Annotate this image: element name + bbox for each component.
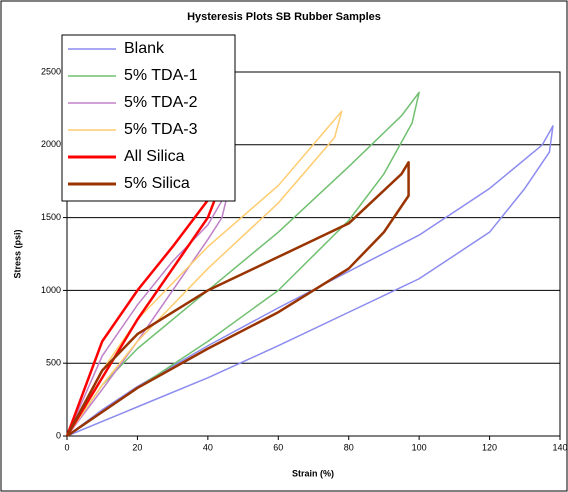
series-line bbox=[65, 161, 410, 438]
plot-frame bbox=[66, 71, 561, 437]
legend-label: 5% TDA-3 bbox=[124, 121, 198, 138]
y-tick-label: 2500 bbox=[41, 66, 61, 76]
x-tick-label: 20 bbox=[132, 442, 142, 452]
x-tick-label: 100 bbox=[412, 442, 427, 452]
y-tick-label: 1000 bbox=[41, 285, 61, 295]
x-tick-label: 60 bbox=[273, 442, 283, 452]
legend-label: 5% Silica bbox=[124, 175, 190, 192]
y-tick-label: 1500 bbox=[41, 212, 61, 222]
series-line bbox=[66, 125, 554, 437]
x-tick-label: 40 bbox=[203, 442, 213, 452]
x-tick-label: 140 bbox=[552, 442, 567, 452]
chart-title: Hysteresis Plots SB Rubber Samples bbox=[187, 11, 381, 23]
y-tick-label: 500 bbox=[46, 358, 61, 368]
legend-box bbox=[61, 34, 236, 202]
x-tick-label: 0 bbox=[64, 442, 69, 452]
series-line bbox=[66, 91, 420, 437]
x-tick-label: 120 bbox=[482, 442, 497, 452]
x-tick-label: 80 bbox=[344, 442, 354, 452]
legend-label: Blank bbox=[124, 40, 165, 57]
x-axis-label: Strain (%) bbox=[292, 468, 334, 478]
y-axis-label: Stress (psi) bbox=[12, 229, 22, 278]
legend-label: 5% TDA-1 bbox=[124, 67, 198, 84]
legend-label: 5% TDA-2 bbox=[124, 94, 198, 111]
legend-label: All Silica bbox=[124, 148, 185, 165]
y-tick-label: 2000 bbox=[41, 139, 61, 149]
y-tick-label: 0 bbox=[56, 430, 61, 440]
